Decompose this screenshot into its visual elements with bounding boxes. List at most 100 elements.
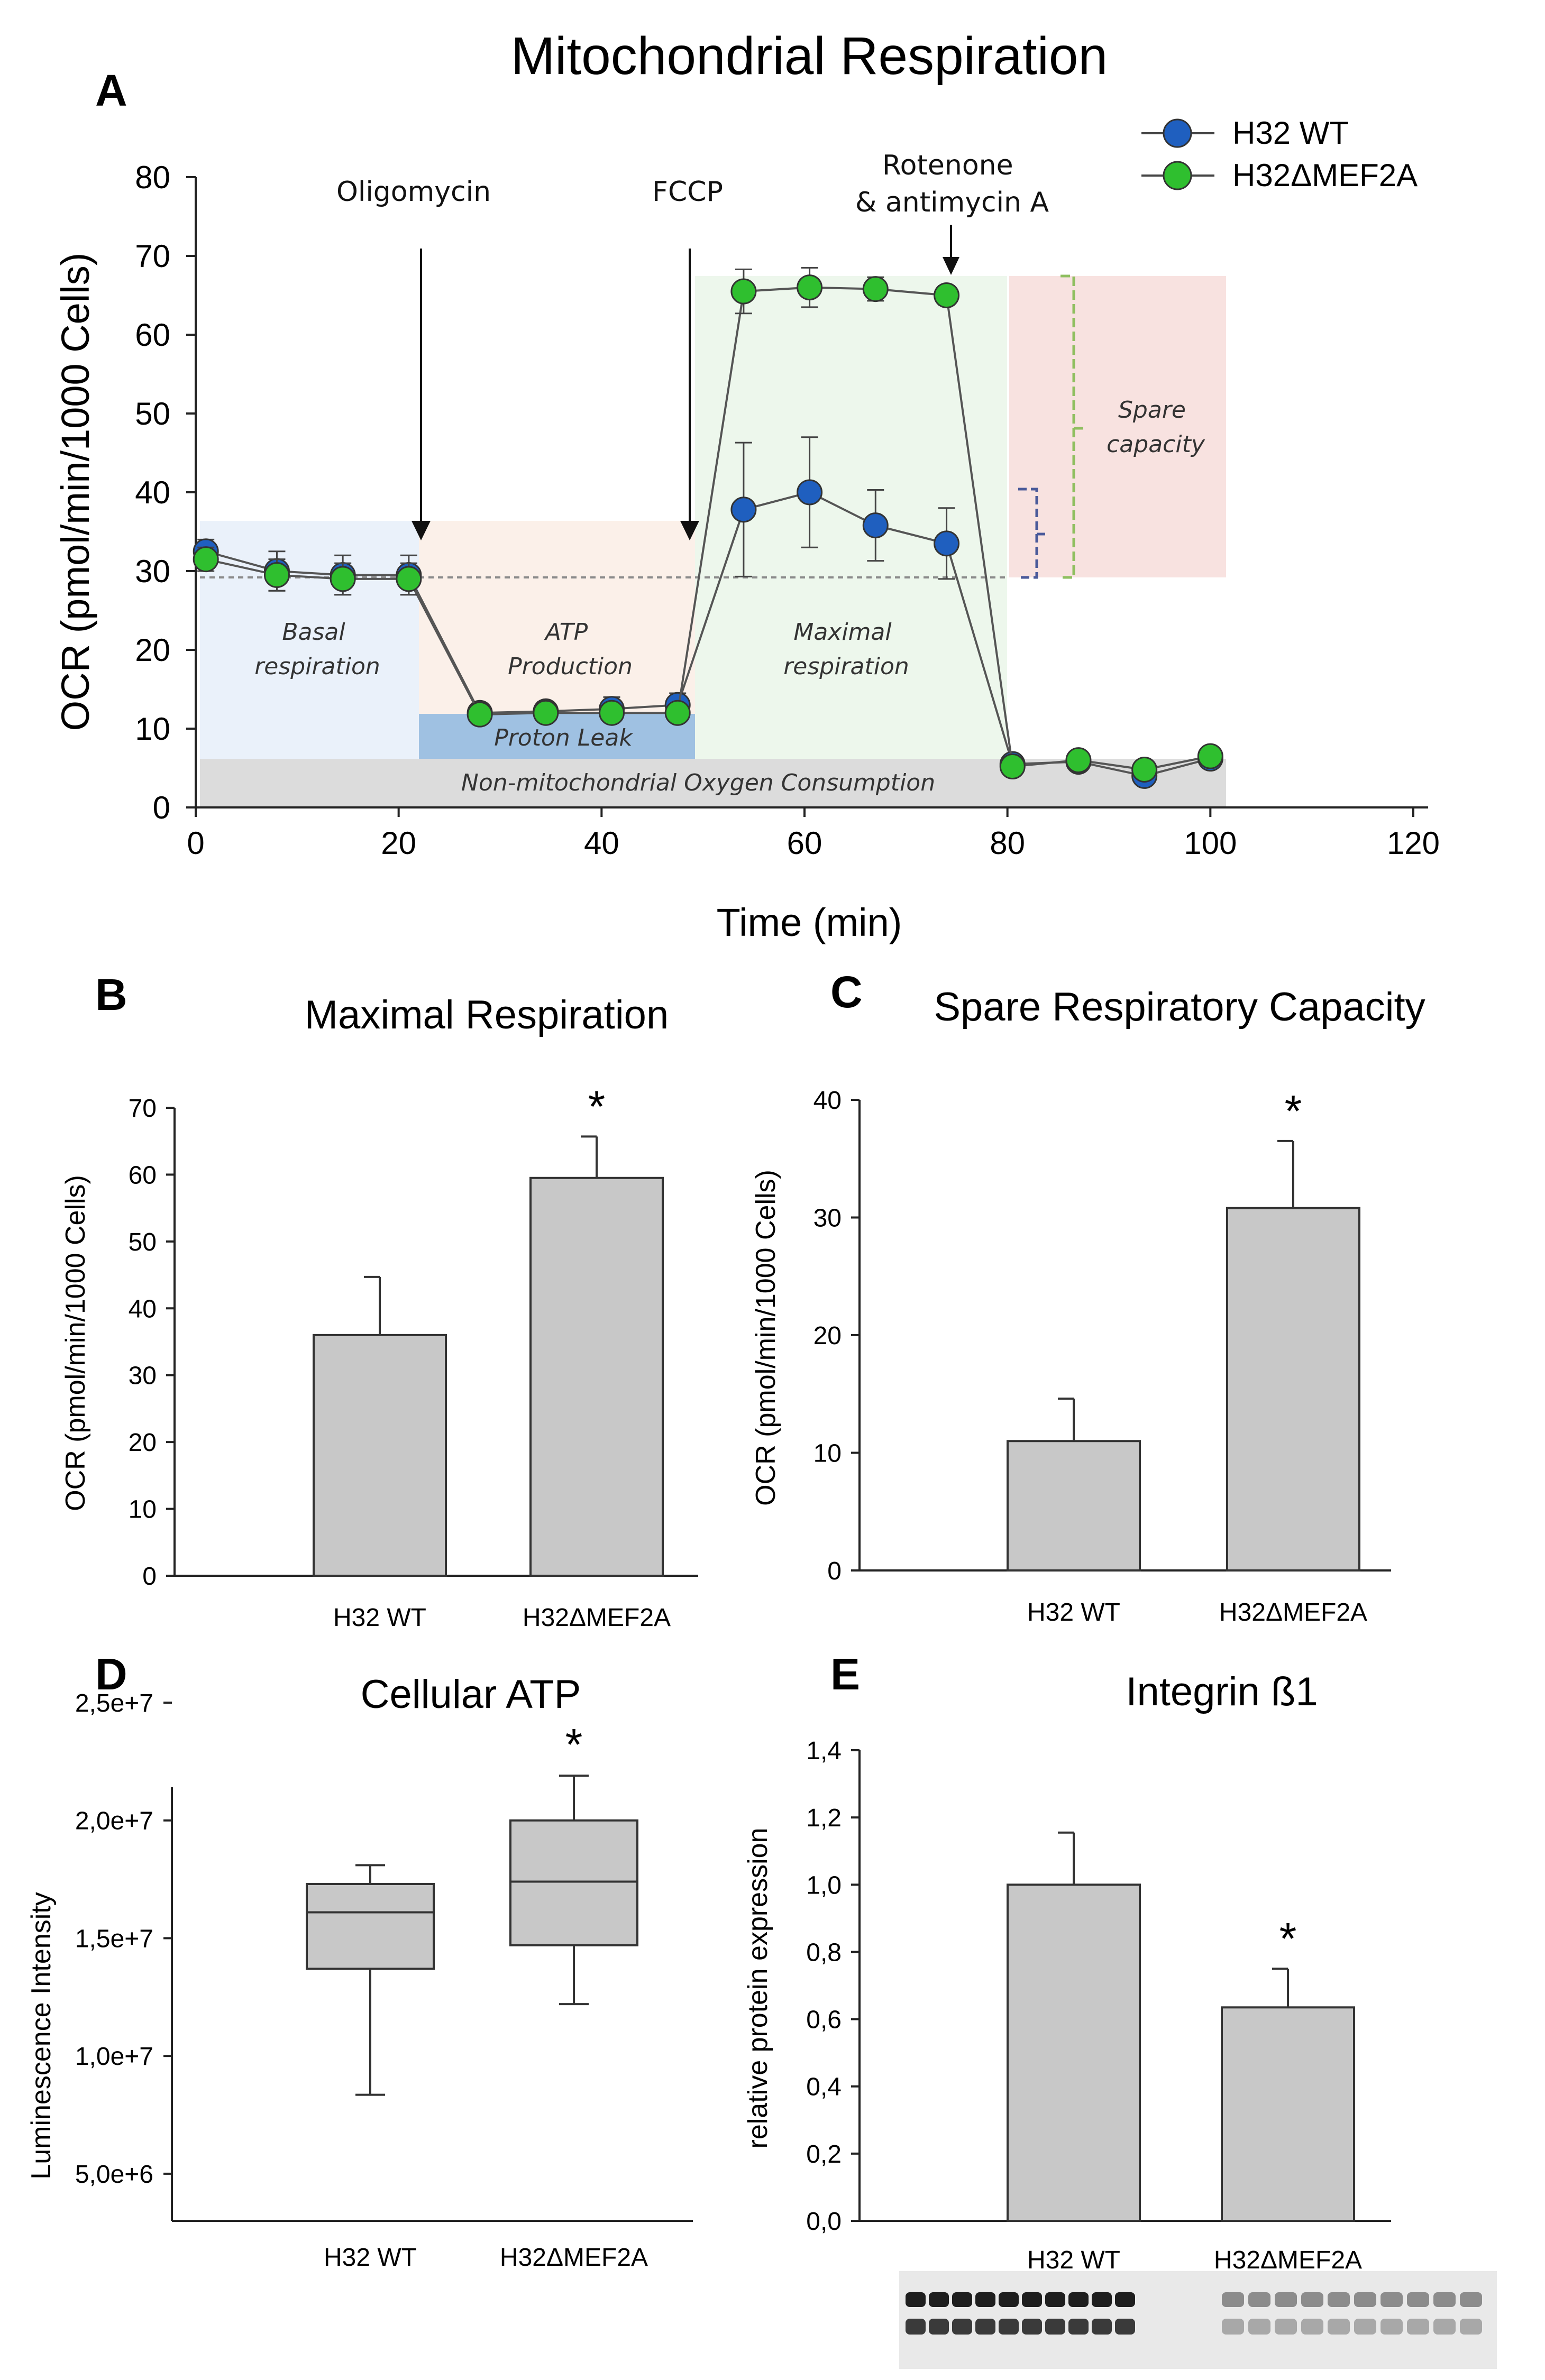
a-x-tick-label: 40	[584, 825, 619, 861]
blot-band-lower	[975, 2319, 995, 2335]
panel-d-chart: Luminescence Intensity 5,0e+6 1,0e+7 1,5e+…	[26, 1689, 693, 2272]
blot-band-upper	[1092, 2292, 1112, 2307]
blot-band-lower	[1068, 2319, 1089, 2335]
d-significance-star: *	[565, 1720, 583, 1769]
spare-bracket-wt	[1018, 488, 1046, 579]
c-y-tick-label: 30	[813, 1205, 842, 1233]
fccp-arrowhead	[680, 521, 699, 540]
a-point-mef2a	[330, 566, 356, 592]
blot-band-lower	[906, 2319, 926, 2335]
e-y-tick-label: 0,2	[806, 2140, 842, 2168]
a-point-wt	[934, 530, 960, 557]
panel-letter-e: E	[830, 1649, 860, 1699]
e-y-tick-label: 0,6	[806, 2006, 842, 2034]
e-x-tick-label: H32 WT	[1027, 2246, 1120, 2274]
a-x-tick-label: 0	[187, 825, 204, 861]
a-x-tick-label: 80	[990, 825, 1025, 861]
a-series-line-mef2a	[205, 286, 1211, 771]
region-label-atp: ATP Production	[508, 619, 633, 680]
panel-b-chart: OCR (pmol/min/1000 Cells) 0 10 20 30 40 50 60 7…	[60, 1081, 698, 1632]
blot-band-upper	[1381, 2292, 1403, 2307]
c-x-tick-label: H32 WT	[1027, 1598, 1120, 1627]
d-x-tick-label: H32ΔMEF2A	[500, 2244, 648, 2272]
b-y-tick-label: 70	[129, 1095, 157, 1123]
blot-band-lower	[1275, 2319, 1297, 2335]
a-y-tick-label: 10	[135, 711, 170, 747]
b-y-axis-label: OCR (pmol/min/1000 Cells)	[60, 1175, 91, 1511]
blot-band-lower	[1381, 2319, 1403, 2335]
blot-band-upper	[1301, 2292, 1323, 2307]
blot-band-lower	[1433, 2319, 1456, 2335]
c-x-tick-label: H32ΔMEF2A	[1219, 1598, 1367, 1627]
c-y-tick-label: 40	[813, 1087, 842, 1115]
panel-e-chart: relative protein expression 0,0 0,2 0,4 0,6…	[743, 1737, 1497, 2369]
b-x-tick-label: H32 WT	[333, 1604, 426, 1632]
b-significance-star: *	[588, 1081, 606, 1131]
blot-band-upper	[1022, 2292, 1042, 2307]
blot-band-upper	[1460, 2292, 1482, 2307]
a-y-tick-label: 60	[135, 317, 170, 353]
blot-band-lower	[929, 2319, 949, 2335]
c-y-tick-label: 20	[813, 1322, 842, 1350]
a-y-tick-label: 50	[135, 396, 170, 431]
oligomycin-arrowhead	[412, 521, 431, 540]
a-point-mef2a	[1131, 756, 1158, 783]
a-point-mef2a	[862, 276, 889, 302]
blot-band-upper	[1433, 2292, 1456, 2307]
d-y-tick-label: 5,0e+6	[75, 2161, 153, 2189]
a-point-mef2a	[730, 278, 757, 305]
c-y-tick-label: 10	[813, 1440, 842, 1468]
region-label-maximal: Maximal respiration	[783, 619, 909, 680]
blot-band-upper	[929, 2292, 949, 2307]
panel-a-chart: Basal respiration ATP Production Maximal…	[53, 115, 1440, 944]
blot-band-upper	[1328, 2292, 1350, 2307]
a-point-wt	[862, 512, 889, 539]
injection-oligomycin-label: Oligomycin	[336, 176, 491, 208]
d-y-tick-label: 2,0e+7	[75, 1807, 153, 1835]
blot-band-upper	[1354, 2292, 1376, 2307]
blot-band-lower	[1222, 2319, 1244, 2335]
e-significance-star: *	[1279, 1914, 1297, 1963]
region-atp-bg	[419, 521, 695, 714]
region-label-spare: Spare capacity	[1107, 397, 1205, 458]
region-non-mito-bg	[200, 759, 1226, 806]
blot-band-upper	[1068, 2292, 1089, 2307]
d-title: Cellular ATP	[361, 1672, 581, 1717]
b-y-tick-label: 60	[129, 1161, 157, 1189]
legend-label-mef2a: H32ΔMEF2A	[1232, 158, 1418, 193]
b-bar	[313, 1334, 447, 1577]
blot-band-upper	[1248, 2292, 1270, 2307]
blot-band-lower	[1092, 2319, 1112, 2335]
a-point-mef2a	[1065, 747, 1092, 774]
d-y-tick-label: 1,5e+7	[75, 1925, 153, 1953]
b-y-tick-label: 0	[142, 1563, 157, 1591]
e-x-tick-label: H32ΔMEF2A	[1214, 2246, 1362, 2274]
blot-band-upper	[1407, 2292, 1429, 2307]
d-x-tick-label: H32 WT	[324, 2244, 417, 2272]
c-significance-star: *	[1285, 1086, 1302, 1136]
d-box	[509, 1819, 638, 1946]
a-y-tick-label: 70	[135, 238, 170, 274]
a-y-tick-label: 0	[153, 790, 170, 825]
western-blot	[899, 2271, 1497, 2369]
a-series	[193, 267, 1223, 789]
a-point-wt	[730, 497, 757, 523]
a-point-mef2a	[396, 566, 422, 592]
a-point-mef2a	[193, 546, 219, 573]
a-x-tick-label: 60	[787, 825, 822, 861]
a-y-axis-label: OCR (pmol/min/1000 Cells)	[53, 253, 97, 731]
blot-band-upper	[975, 2292, 995, 2307]
blot-band-lower	[952, 2319, 972, 2335]
a-y-tick-label: 30	[135, 554, 170, 589]
a-point-mef2a	[467, 701, 493, 728]
a-legend: H32 WT H32ΔMEF2A	[1141, 115, 1418, 193]
c-title: Spare Respiratory Capacity	[934, 985, 1425, 1030]
region-label-non-mito: Non-mitochondrial Oxygen Consumption	[461, 769, 935, 796]
a-x-tick-label: 20	[381, 825, 416, 861]
rotenone-arrowhead	[943, 257, 959, 275]
a-y-ticks: 0 10 20 30 40 50 60 70 80	[135, 160, 196, 825]
a-x-ticks: 0 20 40 60 80 100 120	[187, 807, 1440, 861]
region-proton-leak-bg	[419, 714, 695, 759]
b-y-tick-label: 20	[129, 1429, 157, 1457]
